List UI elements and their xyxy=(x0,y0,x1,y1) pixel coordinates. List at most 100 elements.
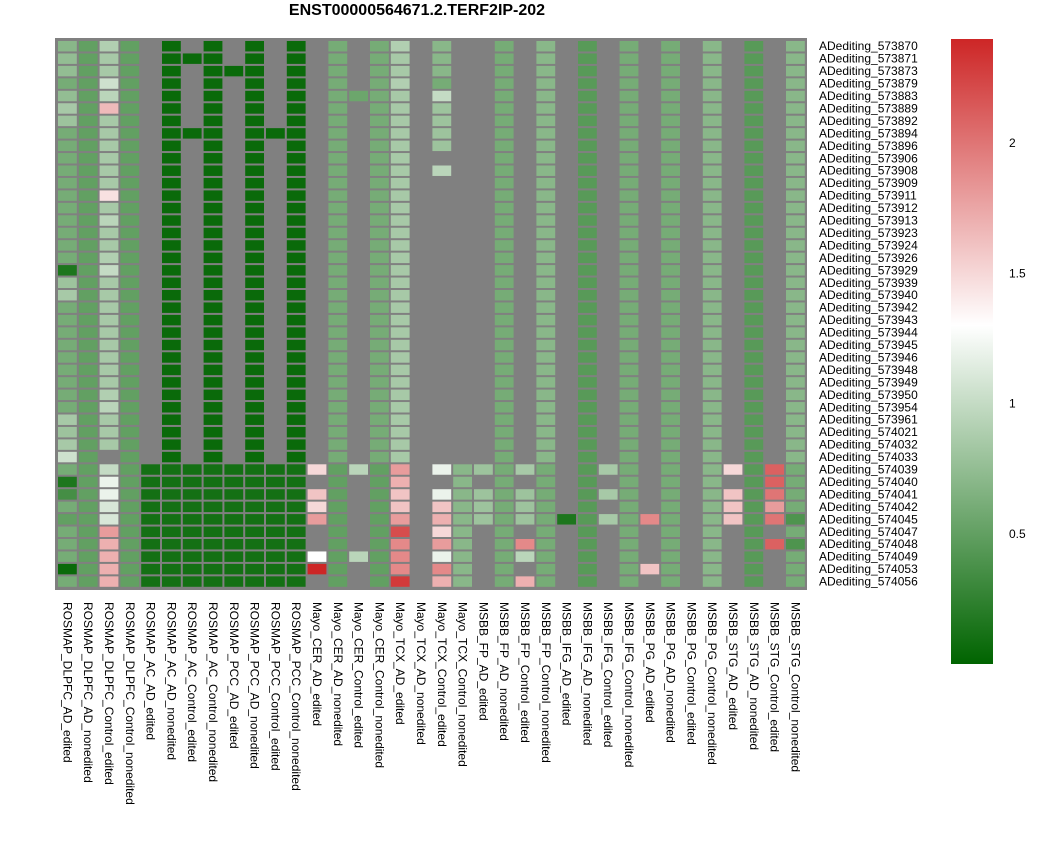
heatmap-cell xyxy=(661,41,680,52)
heatmap-cell xyxy=(58,65,77,77)
heatmap-cell xyxy=(432,364,452,376)
heatmap-cell xyxy=(224,215,244,226)
heatmap-cell xyxy=(99,252,119,264)
heatmap-cell xyxy=(640,41,660,52)
heatmap-cell xyxy=(432,501,452,513)
heatmap-cell xyxy=(765,451,784,463)
heatmap-cell xyxy=(702,78,722,89)
heatmap-cell xyxy=(286,252,306,264)
heatmap-cell xyxy=(619,202,639,214)
heatmap-cell xyxy=(723,53,743,64)
heatmap-cell xyxy=(494,352,514,363)
heatmap-cell xyxy=(370,426,389,438)
heatmap-cell xyxy=(619,464,639,475)
heatmap-cell xyxy=(598,165,618,176)
heatmap-cell xyxy=(286,563,306,575)
heatmap-cell xyxy=(370,551,389,562)
heatmap-cell xyxy=(702,265,722,276)
heatmap-cell xyxy=(58,377,77,388)
heatmap-cell xyxy=(390,402,410,413)
heatmap-cell xyxy=(99,576,119,587)
heatmap-cell xyxy=(203,501,223,513)
heatmap-cell xyxy=(619,314,639,326)
heatmap-cell xyxy=(786,165,805,176)
heatmap-cell xyxy=(744,464,764,475)
heatmap-cell xyxy=(765,41,784,52)
heatmap-cell xyxy=(203,177,223,189)
heatmap-cell xyxy=(245,352,264,363)
heatmap-cell xyxy=(349,41,368,52)
heatmap-cell xyxy=(765,165,784,176)
heatmap-cell xyxy=(494,290,514,301)
heatmap-cell xyxy=(432,339,452,351)
heatmap-cell xyxy=(266,227,285,239)
heatmap-cell xyxy=(515,489,535,500)
heatmap-cell xyxy=(661,352,680,363)
heatmap-cell xyxy=(598,377,618,388)
heatmap-cell xyxy=(120,563,140,575)
heatmap-cell xyxy=(640,476,660,488)
heatmap-cell xyxy=(58,165,77,176)
heatmap-cell xyxy=(536,202,556,214)
heatmap-cell xyxy=(619,41,639,52)
heatmap-cell xyxy=(578,327,597,338)
heatmap-cell xyxy=(78,377,98,388)
heatmap-cell xyxy=(307,90,327,102)
heatmap-cell xyxy=(370,352,389,363)
heatmap-cell xyxy=(515,240,535,251)
row-label: ADediting_573913 xyxy=(819,214,918,228)
heatmap-cell xyxy=(536,90,556,102)
heatmap-cell xyxy=(598,426,618,438)
heatmap-cell xyxy=(162,539,181,550)
heatmap-cell xyxy=(744,90,764,102)
heatmap-cell xyxy=(58,352,77,363)
heatmap-cell xyxy=(120,252,140,264)
heatmap-cell xyxy=(286,539,306,550)
heatmap-cell xyxy=(786,327,805,338)
heatmap-cell xyxy=(598,115,618,127)
heatmap-cell xyxy=(744,476,764,488)
heatmap-cell xyxy=(328,227,348,239)
heatmap-cell xyxy=(702,140,722,152)
heatmap-cell xyxy=(619,389,639,401)
heatmap-cell xyxy=(411,128,431,139)
heatmap-cell xyxy=(203,78,223,89)
column-label: MSBB_FP_AD_nonedited xyxy=(497,602,511,741)
heatmap-cell xyxy=(682,165,701,176)
heatmap-cell xyxy=(245,165,264,176)
heatmap-cell xyxy=(598,501,618,513)
heatmap-cell xyxy=(224,451,244,463)
heatmap-cell xyxy=(203,240,223,251)
heatmap-cell xyxy=(203,451,223,463)
heatmap-cell xyxy=(286,153,306,164)
heatmap-cell xyxy=(349,265,368,276)
heatmap-cell xyxy=(765,389,784,401)
heatmap-cell xyxy=(453,389,472,401)
heatmap-cell xyxy=(349,78,368,89)
heatmap-cell xyxy=(349,464,368,475)
heatmap-cell xyxy=(515,302,535,313)
heatmap-cell xyxy=(578,302,597,313)
heatmap-cell xyxy=(598,364,618,376)
heatmap-cell xyxy=(328,426,348,438)
heatmap-cell xyxy=(411,65,431,77)
heatmap-cell xyxy=(411,190,431,201)
heatmap-cell xyxy=(661,364,680,376)
heatmap-cell xyxy=(640,501,660,513)
heatmap-cell xyxy=(619,514,639,525)
heatmap-cell xyxy=(557,202,576,214)
heatmap-cell xyxy=(390,290,410,301)
heatmap-cell xyxy=(432,314,452,326)
heatmap-cell xyxy=(120,78,140,89)
heatmap-cell xyxy=(307,190,327,201)
heatmap-cell xyxy=(224,140,244,152)
heatmap-cell xyxy=(723,227,743,239)
heatmap-cell xyxy=(474,414,493,425)
heatmap-cell xyxy=(141,65,160,77)
heatmap-cell xyxy=(702,402,722,413)
heatmap-cell xyxy=(99,451,119,463)
heatmap-cell xyxy=(224,190,244,201)
heatmap-cell xyxy=(99,414,119,425)
heatmap-cell xyxy=(349,339,368,351)
heatmap-cell xyxy=(266,576,285,587)
